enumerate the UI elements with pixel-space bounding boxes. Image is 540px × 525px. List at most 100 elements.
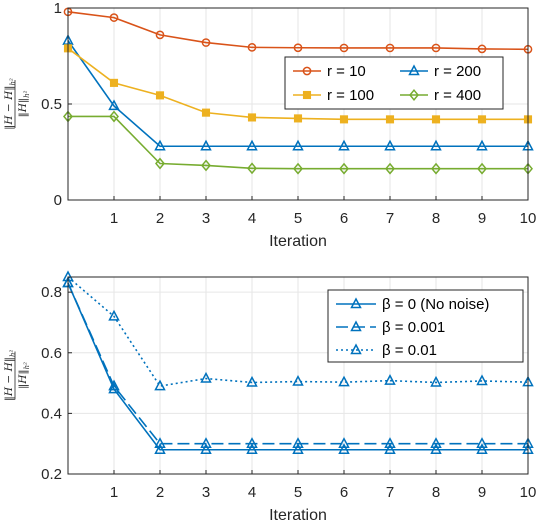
x-tick-label: 1: [110, 210, 118, 227]
data-point: [338, 443, 350, 455]
tick-labels: 1 2 3 4 5 6 7 8 9 10 0 0.5 1: [41, 0, 536, 227]
data-point: [431, 162, 441, 175]
legend-label: β = 0 (No noise): [382, 296, 489, 313]
data-point: [155, 157, 165, 170]
y-axis-label-denominator: ‖H‖h²: [17, 90, 31, 117]
data-point: [247, 113, 257, 122]
data-point: [339, 162, 349, 175]
chart-top: 1 2 3 4 5 6 7 8 9 10 0 0.5 1 Iteration ‖H − H‖h² ‖H‖…: [3, 0, 536, 250]
legend-item-0: r = 10: [293, 63, 366, 80]
data-point: [430, 437, 442, 448]
data-point: [247, 43, 257, 52]
y-tick-label: 0.8: [41, 284, 62, 301]
x-tick-label: 2: [156, 210, 164, 227]
legend-marker: [409, 89, 419, 101]
data-point: [293, 162, 303, 175]
x-tick-label: 6: [340, 484, 348, 501]
legend-label: β = 0.001: [382, 319, 445, 336]
data-point: [338, 437, 350, 448]
legend-box: [284, 56, 504, 110]
data-point: [109, 78, 119, 87]
y-tick-label: 0: [54, 192, 62, 209]
legend-item-0: β = 0 (No noise): [336, 296, 489, 313]
series-line: [67, 11, 529, 51]
y-tick-label: 0.5: [41, 96, 62, 113]
data-point: [385, 43, 395, 53]
series-layer: [62, 7, 534, 175]
x-tick-label: 1: [110, 484, 118, 501]
x-tick-label: 5: [294, 210, 302, 227]
data-point: [292, 374, 304, 386]
series-layer: [62, 270, 534, 455]
legend-item-1: β = 0.001: [336, 319, 445, 336]
x-tick-label: 3: [202, 484, 210, 501]
y-tick-label: 0.6: [41, 345, 62, 362]
data-point: [293, 114, 303, 123]
data-point: [108, 379, 120, 391]
data-point: [154, 443, 166, 455]
data-point: [246, 375, 258, 387]
data-point: [477, 115, 487, 124]
legend-item-3: r = 400: [400, 87, 481, 104]
y-axis-label-numerator: ‖H − H‖h²: [3, 78, 17, 130]
data-point: [476, 139, 488, 151]
data-point: [154, 437, 166, 448]
data-point: [108, 382, 120, 394]
data-point: [155, 91, 165, 100]
x-tick-label: 4: [248, 210, 256, 227]
data-point: [385, 162, 395, 175]
data-point: [384, 139, 396, 151]
legend-item-1: r = 200: [400, 63, 481, 80]
legend-item-2: β = 0.01: [336, 342, 437, 359]
x-tick-label: 9: [478, 210, 486, 227]
x-tick-label: 2: [156, 484, 164, 501]
data-point: [477, 44, 487, 54]
legend-box: [327, 289, 524, 363]
data-point: [431, 115, 441, 124]
series-3: [63, 110, 533, 175]
data-point: [293, 43, 303, 53]
data-point: [200, 139, 212, 151]
legend-label: r = 100: [327, 87, 374, 104]
series-1: [62, 276, 534, 448]
legend-marker: [302, 66, 312, 76]
series-line: [68, 115, 528, 170]
series-2: [62, 270, 534, 391]
y-tick-label: 0.4: [41, 405, 62, 422]
data-point: [431, 43, 441, 53]
data-point: [247, 162, 257, 175]
chart-bottom: 1 2 3 4 5 6 7 8 9 10 0.2 0.4 0.6 0.8 Iteration ‖H − H…: [3, 270, 536, 524]
y-axis-label-numerator: ‖H − H‖h²: [3, 350, 17, 402]
data-point: [200, 371, 212, 383]
data-point: [384, 443, 396, 455]
data-point: [292, 139, 304, 151]
x-tick-label: 10: [520, 484, 537, 501]
data-point: [476, 437, 488, 448]
x-tick-label: 4: [248, 484, 256, 501]
series-line: [67, 282, 528, 445]
legend-marker: [350, 320, 362, 332]
data-point: [109, 13, 119, 22]
legend-marker: [350, 343, 362, 355]
legend: β = 0 (No noise) β = 0.001 β = 0.01: [327, 289, 524, 363]
legend: r = 10 r = 200 r = 100 r = 400: [284, 56, 504, 110]
data-point: [108, 99, 120, 111]
y-axis-label-denominator: ‖H‖h²: [17, 362, 31, 389]
data-point: [292, 437, 304, 448]
legend-marker: [408, 64, 420, 76]
x-tick-label: 7: [386, 210, 394, 227]
series-line: [67, 276, 529, 387]
data-point: [108, 309, 120, 321]
data-point: [338, 375, 350, 387]
x-axis-label: Iteration: [269, 507, 327, 524]
legend-marker: [350, 297, 362, 309]
data-point: [201, 38, 211, 47]
x-tick-label: 8: [432, 484, 440, 501]
tick-labels: 1 2 3 4 5 6 7 8 9 10 0.2 0.4 0.6 0.8: [41, 284, 536, 501]
x-tick-label: 7: [386, 484, 394, 501]
x-tick-label: 8: [432, 210, 440, 227]
data-point: [201, 159, 211, 172]
data-point: [385, 115, 395, 124]
x-axis-label: Iteration: [269, 233, 327, 250]
